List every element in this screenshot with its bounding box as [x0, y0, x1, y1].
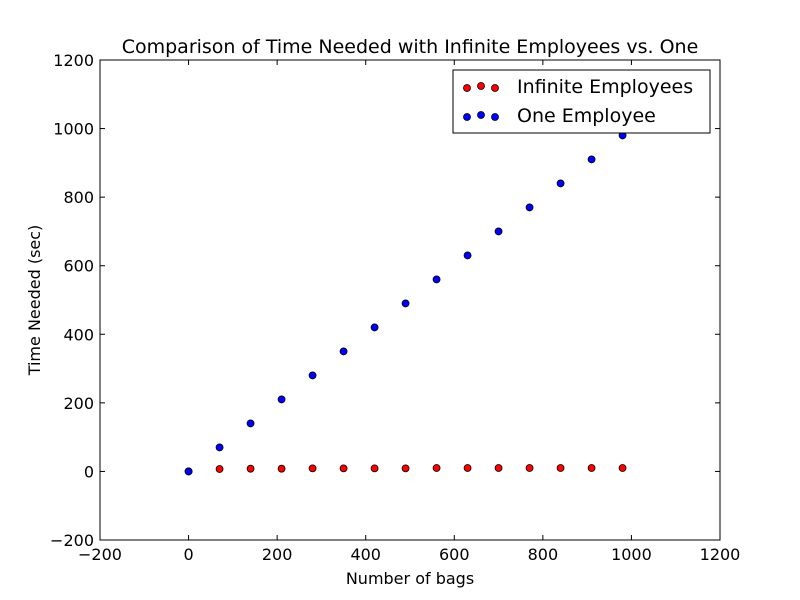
- data-point-series-0: [618, 464, 627, 472]
- y-tick-label: 600: [63, 257, 94, 276]
- data-point-series-1: [463, 251, 472, 260]
- data-point-series-0: [432, 464, 441, 472]
- legend-marker: [491, 84, 499, 92]
- x-axis-label: Number of bags: [346, 569, 474, 588]
- x-tick-label: 200: [262, 545, 293, 564]
- data-point-series-1: [432, 275, 441, 284]
- data-point-series-1: [246, 419, 255, 428]
- x-tick-label: −200: [78, 545, 122, 564]
- data-point-series-0: [277, 464, 286, 473]
- data-point-series-0: [308, 464, 317, 473]
- data-point-series-1: [401, 299, 410, 308]
- data-point-series-0: [463, 464, 472, 472]
- data-point-series-0: [339, 464, 348, 473]
- data-points: [184, 131, 627, 476]
- legend-label: One Employee: [517, 105, 656, 127]
- x-tick-label: 400: [350, 545, 381, 564]
- data-point-series-1: [277, 395, 286, 404]
- y-axis-label: Time Needed (sec): [25, 225, 44, 377]
- y-tick-label: 0: [84, 462, 94, 481]
- y-tick-label: 800: [63, 188, 94, 207]
- legend-label: Infinite Employees: [517, 76, 693, 98]
- data-point-series-1: [494, 227, 503, 236]
- data-point-series-1: [339, 347, 348, 356]
- y-tick-labels: −200 0 200 400 600 800 1000 1200: [50, 51, 94, 550]
- x-tick-label: 1000: [611, 545, 652, 564]
- plot-area: [99, 59, 721, 541]
- x-tick-labels: −200 0 200 400 600 800 1000 1200: [78, 545, 740, 564]
- data-point-series-1: [525, 203, 534, 212]
- legend-marker: [463, 84, 471, 92]
- x-tick-label: 600: [439, 545, 470, 564]
- legend-marker: [491, 113, 499, 121]
- legend-box: [452, 69, 711, 134]
- data-point-series-0: [556, 464, 565, 472]
- legend: Infinite Employees One Employee: [452, 69, 711, 134]
- data-point-series-0: [494, 464, 503, 472]
- axis-ticks: [99, 59, 721, 541]
- legend-marker: [463, 113, 471, 121]
- x-tick-label: 1200: [700, 545, 741, 564]
- data-point-series-1: [184, 467, 193, 476]
- data-point-series-0: [370, 464, 379, 473]
- y-tick-label: −200: [50, 531, 94, 550]
- legend-marker: [477, 82, 485, 90]
- data-point-series-1: [556, 179, 565, 188]
- y-tick-label: 200: [63, 394, 94, 413]
- data-point-series-0: [525, 464, 534, 472]
- data-point-series-1: [308, 371, 317, 380]
- chart-title: Comparison of Time Needed with Infinite …: [122, 36, 699, 58]
- data-point-series-0: [401, 464, 410, 473]
- data-point-series-0: [215, 465, 224, 473]
- data-point-series-1: [370, 323, 379, 332]
- x-tick-label: 800: [528, 545, 559, 564]
- data-point-series-1: [215, 443, 224, 452]
- data-point-series-0: [587, 464, 596, 472]
- data-point-series-0: [246, 464, 255, 473]
- y-tick-label: 1000: [53, 120, 94, 139]
- y-tick-label: 1200: [53, 51, 94, 70]
- x-tick-label: 0: [183, 545, 193, 564]
- y-tick-label: 400: [63, 325, 94, 344]
- data-point-series-1: [587, 155, 596, 164]
- legend-marker: [477, 111, 485, 119]
